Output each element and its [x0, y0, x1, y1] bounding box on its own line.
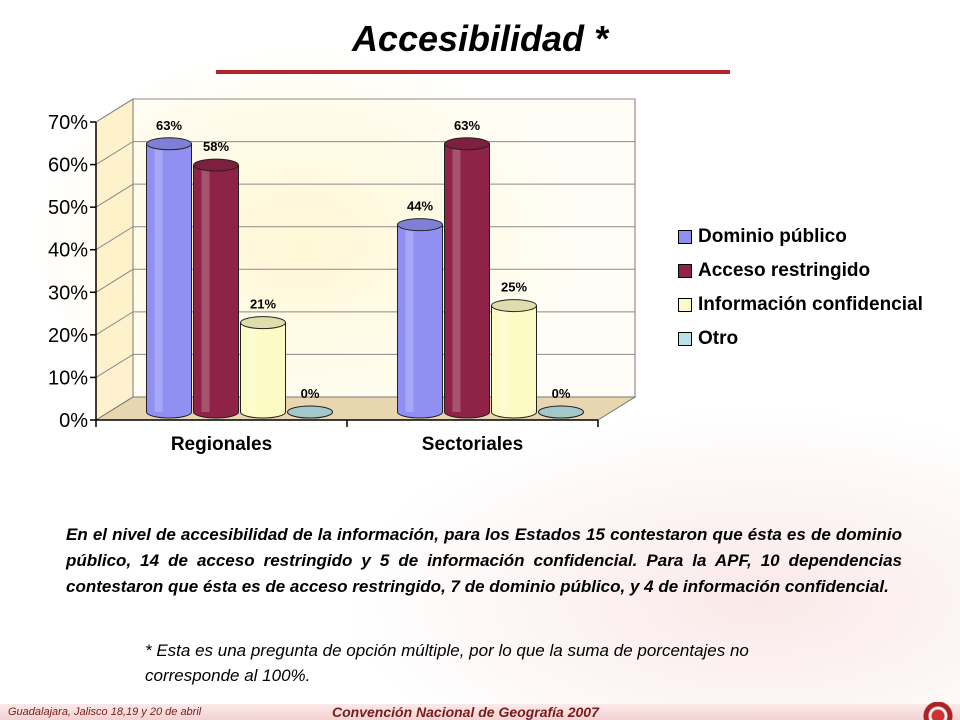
- legend-swatch: [678, 264, 692, 278]
- y-tick-label: 10%: [48, 367, 88, 389]
- bar-highlight: [154, 143, 163, 413]
- page-title: Accesibilidad *: [351, 18, 609, 59]
- footer-event: Convención Nacional de Geografía 2007: [332, 704, 599, 720]
- chart-side-wall: [95, 98, 134, 421]
- y-tick-label: 50%: [48, 197, 88, 219]
- y-tick-label: 70%: [48, 112, 88, 134]
- footer-location: Guadalajara, Jalisco 18,19 y 20 de abril: [8, 706, 202, 718]
- legend-label: Información confidencial: [698, 294, 923, 315]
- legend-swatch: [678, 332, 692, 346]
- data-label: 63%: [156, 118, 182, 133]
- bar: [193, 164, 239, 419]
- data-label: 44%: [407, 199, 433, 214]
- legend-label: Dominio público: [698, 226, 847, 247]
- bar-highlight: [405, 224, 414, 412]
- footer-band: [0, 704, 960, 720]
- bar-highlight: [452, 143, 461, 413]
- bar-top: [240, 316, 286, 330]
- footnote-text: * Esta es una pregunta de opción múltipl…: [145, 641, 749, 685]
- data-label: 21%: [250, 297, 276, 312]
- legend-item: Otro: [678, 322, 958, 356]
- y-tick-label: 30%: [48, 282, 88, 304]
- bar: [397, 224, 443, 419]
- data-label: 25%: [501, 280, 527, 295]
- legend-swatch: [678, 230, 692, 244]
- legend-item: Dominio público: [678, 220, 958, 254]
- bar-top: [287, 405, 333, 419]
- bar-top: [538, 405, 584, 419]
- bar-top: [146, 137, 192, 151]
- data-label: 63%: [454, 118, 480, 133]
- legend-item: Acceso restringido: [678, 254, 958, 288]
- data-label: 58%: [203, 139, 229, 154]
- y-tick-label: 60%: [48, 155, 88, 177]
- bar-highlight: [248, 322, 257, 412]
- bar-chart: 0% 10% 20% 30% 40% 50% 60% 70% Regionales Sectori…: [48, 98, 637, 455]
- legend-label: Acceso restringido: [698, 260, 871, 281]
- data-label: 0%: [301, 386, 320, 401]
- bar: [491, 305, 537, 419]
- bar: [240, 322, 286, 419]
- title-underline: [216, 70, 730, 74]
- data-label: 0%: [552, 386, 571, 401]
- x-category-label: Regionales: [171, 434, 272, 455]
- chart-legend: Dominio público Acceso restringido Informa…: [678, 220, 958, 356]
- bar-highlight: [201, 165, 210, 412]
- x-category-label: Sectoriales: [422, 434, 523, 455]
- bar-top: [397, 218, 443, 232]
- bar-top: [193, 158, 239, 172]
- bar-top: [444, 137, 490, 151]
- gridline: [95, 98, 635, 123]
- bar-highlight: [499, 305, 508, 412]
- legend-label: Otro: [698, 328, 739, 349]
- description-text: En el nivel de accesibilidad de la infor…: [66, 525, 902, 596]
- legend-item: Información confidencial: [678, 288, 958, 322]
- y-tick-label: 0%: [59, 410, 88, 432]
- bar-top: [491, 299, 537, 313]
- legend-swatch: [678, 298, 692, 312]
- logo-icon: [908, 702, 960, 720]
- bar: [146, 143, 192, 419]
- y-tick-label: 40%: [48, 240, 88, 262]
- bar: [444, 143, 490, 419]
- y-tick-label: 20%: [48, 325, 88, 347]
